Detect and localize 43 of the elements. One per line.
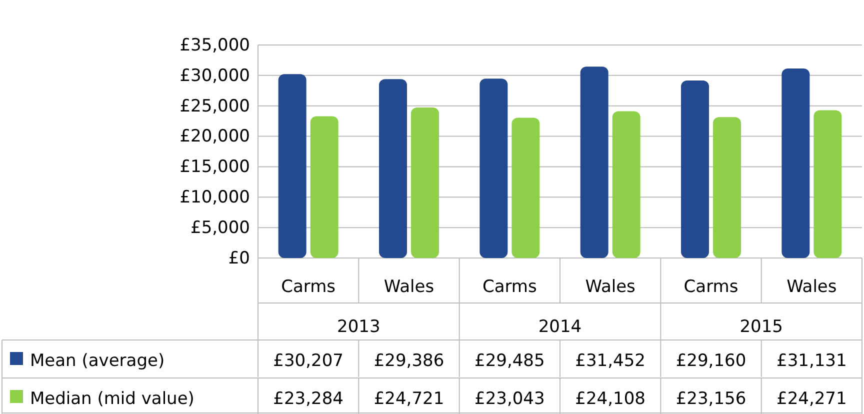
bar xyxy=(612,111,640,258)
data-label: £30,207 xyxy=(273,351,344,371)
bar xyxy=(480,78,508,258)
legend-label: Median (mid value) xyxy=(30,389,194,409)
x-tick-label: Carms xyxy=(482,277,537,297)
bar xyxy=(713,117,741,258)
data-label: £29,160 xyxy=(676,351,746,371)
bar xyxy=(512,118,540,258)
y-tick-label: £30,000 xyxy=(180,66,250,86)
x-tick-label: Wales xyxy=(585,277,636,297)
y-tick-label: £20,000 xyxy=(180,126,250,147)
bar xyxy=(411,108,439,258)
legend-label: Mean (average) xyxy=(30,351,165,371)
bar xyxy=(814,110,842,258)
bar xyxy=(782,68,810,258)
data-label: £24,108 xyxy=(575,389,646,409)
x-tick-label: Wales xyxy=(384,277,434,297)
data-label: £31,131 xyxy=(776,351,847,371)
bar xyxy=(580,66,608,258)
data-label: £23,043 xyxy=(474,389,545,409)
y-tick-label: £5,000 xyxy=(190,218,250,238)
text: 2014 xyxy=(538,317,582,337)
x-tick-label: Carms xyxy=(281,277,336,297)
y-tick-label: £15,000 xyxy=(180,157,250,178)
data-label: £29,386 xyxy=(374,351,444,371)
bar xyxy=(278,74,306,258)
text: 2013 xyxy=(337,317,380,337)
x-tick-label: Wales xyxy=(786,277,837,297)
data-label: £29,485 xyxy=(474,351,545,371)
bar xyxy=(379,79,407,258)
bar xyxy=(681,80,709,258)
y-tick-label: £35,000 xyxy=(180,35,250,56)
data-label: £23,156 xyxy=(676,389,746,409)
y-tick-label: £10,000 xyxy=(180,188,250,208)
data-label: £23,284 xyxy=(273,389,344,409)
y-tick-label: £0 xyxy=(228,248,250,268)
data-label: £31,452 xyxy=(575,351,646,371)
text: 2015 xyxy=(740,317,783,337)
x-tick-label: Carms xyxy=(684,277,738,297)
data-label: £24,721 xyxy=(374,389,444,409)
y-tick-label: £25,000 xyxy=(180,96,250,116)
bar xyxy=(310,116,338,258)
data-label: £24,271 xyxy=(776,389,847,409)
